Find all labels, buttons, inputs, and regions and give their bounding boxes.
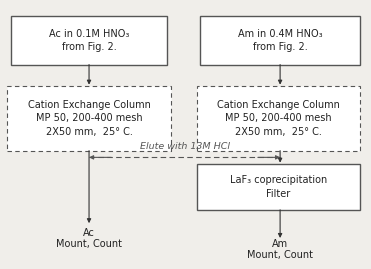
Text: Ac in 0.1M HNO₃
from Fig. 2.: Ac in 0.1M HNO₃ from Fig. 2. xyxy=(49,29,129,52)
FancyBboxPatch shape xyxy=(197,86,360,151)
FancyBboxPatch shape xyxy=(197,164,360,210)
Text: Mount, Count: Mount, Count xyxy=(247,250,313,260)
Text: Am: Am xyxy=(272,239,288,249)
FancyBboxPatch shape xyxy=(200,16,360,65)
Text: Ac: Ac xyxy=(83,228,95,238)
Text: LaF₃ coprecipitation
Filter: LaF₃ coprecipitation Filter xyxy=(230,175,327,199)
Text: Am in 0.4M HNO₃
from Fig. 2.: Am in 0.4M HNO₃ from Fig. 2. xyxy=(238,29,322,52)
Text: Elute with 13M HCl: Elute with 13M HCl xyxy=(139,143,230,151)
Text: Cation Exchange Column
MP 50, 200-400 mesh
2X50 mm,  25° C.: Cation Exchange Column MP 50, 200-400 me… xyxy=(27,100,151,137)
Text: Mount, Count: Mount, Count xyxy=(56,239,122,249)
FancyBboxPatch shape xyxy=(7,86,171,151)
FancyBboxPatch shape xyxy=(11,16,167,65)
Text: Cation Exchange Column
MP 50, 200-400 mesh
2X50 mm,  25° C.: Cation Exchange Column MP 50, 200-400 me… xyxy=(217,100,340,137)
